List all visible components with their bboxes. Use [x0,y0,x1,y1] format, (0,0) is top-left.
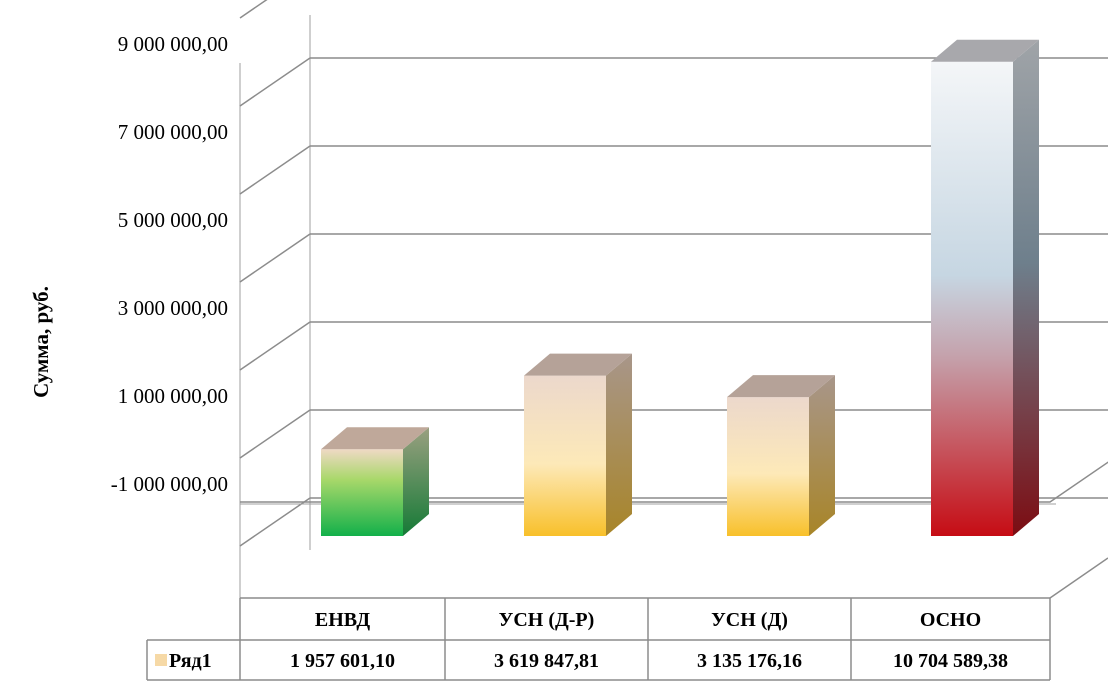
bars [321,39,1039,537]
bar-top [321,427,429,450]
bar-2 [727,375,835,536]
bar-side [606,353,632,536]
value-label: 10 704 589,38 [893,650,1008,672]
side-gridline [239,57,311,107]
bar-top [727,375,835,398]
legend-label: Ряд1 [169,650,212,672]
y-tick-label: 9 000 000,00 [118,32,228,56]
bar-front [524,375,606,536]
category-label: УСН (Д-Р) [499,609,595,631]
category-label: ЕНВД [315,609,370,631]
side-gridline [239,0,268,19]
y-tick-label: 5 000 000,00 [118,208,228,232]
side-gridline [239,145,311,195]
side-gridline [239,409,311,459]
value-label: 1 957 601,10 [290,650,395,672]
zero-plane-front [240,461,1108,503]
bar-side [1013,39,1039,537]
side-gridline [239,497,311,547]
y-tick-label: 1 000 000,00 [118,384,228,408]
bar-3 [931,39,1039,537]
y-tick-label: 7 000 000,00 [118,120,228,144]
bar-top [931,39,1039,62]
category-label: ОСНО [920,609,981,631]
y-axis-ticks: -1 000 000,00 1 000 000,00 3 000 000,00 5 0… [111,32,228,496]
bar-1 [524,353,632,536]
bar-front [321,449,403,536]
bar-front [931,61,1013,537]
bar-top [524,353,632,376]
y-tick-label: 3 000 000,00 [118,296,228,320]
y-axis-label: Сумма, руб. [29,286,53,398]
bar-0 [321,427,429,536]
side-gridline [239,233,311,283]
legend-swatch [155,654,167,666]
bar-side [809,375,835,536]
y-tick-label: -1 000 000,00 [111,472,228,496]
side-gridline [239,321,311,371]
value-label: 3 619 847,81 [494,650,599,672]
bar-front [727,397,809,536]
value-label: 3 135 176,16 [697,650,802,672]
data-table: ЕНВД УСН (Д-Р) УСН (Д) ОСНО 1 957 601,10 3 61… [146,597,1051,681]
bar-side [403,427,429,536]
floor-edge [1049,557,1108,599]
category-label: УСН (Д) [711,609,788,631]
